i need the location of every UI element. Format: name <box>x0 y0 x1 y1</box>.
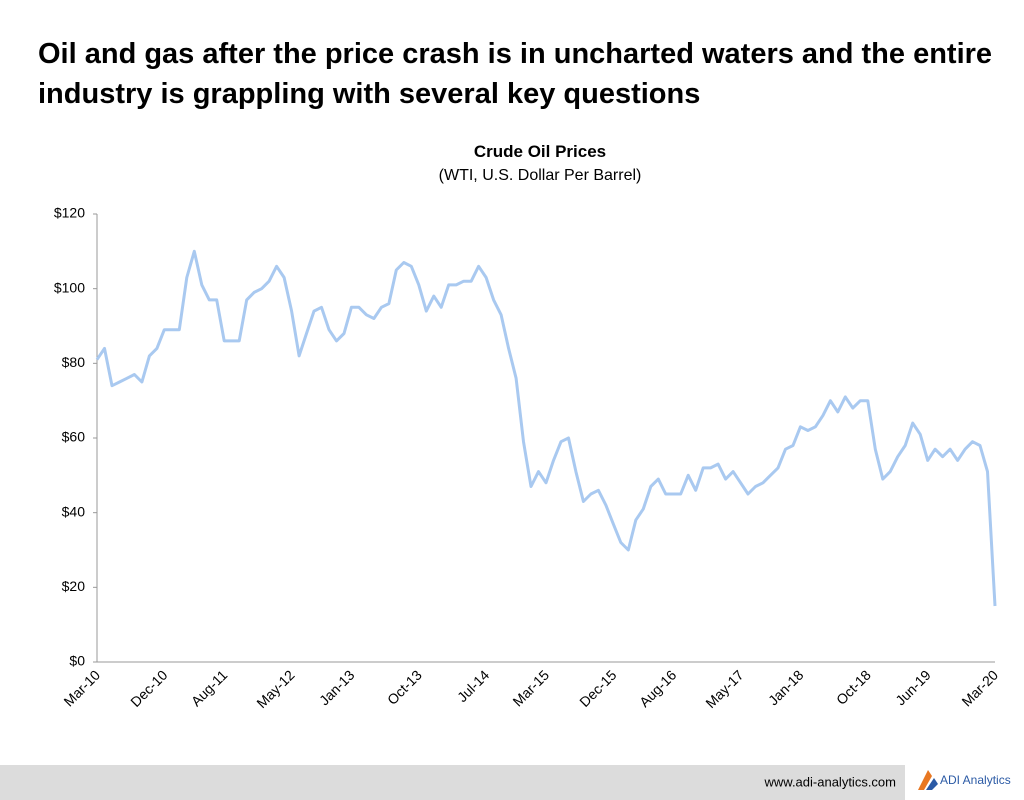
chart-title: Crude Oil Prices <box>474 142 606 161</box>
price-line <box>95 249 997 607</box>
logo-icon <box>926 778 938 790</box>
x-tick-label: Oct-13 <box>384 667 425 708</box>
y-tick-label: $20 <box>62 578 86 594</box>
x-tick-label: Dec-10 <box>127 667 170 710</box>
y-tick-label: $60 <box>62 429 86 445</box>
x-tick-label: Aug-11 <box>188 667 231 710</box>
y-tick-label: $80 <box>62 354 86 370</box>
x-tick-label: Jun-19 <box>892 667 934 709</box>
footer-url: www.adi-analytics.com <box>764 774 897 789</box>
x-tick-label: May-17 <box>702 667 746 711</box>
y-tick-label: $0 <box>69 653 85 669</box>
x-tick-label: Jul-14 <box>454 667 492 705</box>
x-tick-label: Mar-20 <box>958 667 1001 710</box>
x-tick-label: Mar-10 <box>60 667 103 710</box>
x-tick-label: Dec-15 <box>576 667 619 710</box>
y-tick-label: $100 <box>54 279 85 295</box>
x-tick-label: Jan-18 <box>765 667 807 709</box>
logo-icon <box>918 770 932 790</box>
x-tick-label: Mar-15 <box>509 667 552 710</box>
x-tick-label: Oct-18 <box>833 667 874 708</box>
logo-text: ADI Analytics <box>940 773 1011 787</box>
y-tick-label: $40 <box>62 503 86 519</box>
footer-bar <box>0 765 1024 800</box>
y-tick-label: $120 <box>54 205 85 221</box>
headline: Oil and gas after the price crash is in … <box>38 38 993 110</box>
x-tick-label: Jan-13 <box>316 667 358 709</box>
chart-subtitle: (WTI, U.S. Dollar Per Barrel) <box>439 167 642 184</box>
x-tick-label: Aug-16 <box>636 667 679 710</box>
x-tick-label: May-12 <box>253 667 297 711</box>
